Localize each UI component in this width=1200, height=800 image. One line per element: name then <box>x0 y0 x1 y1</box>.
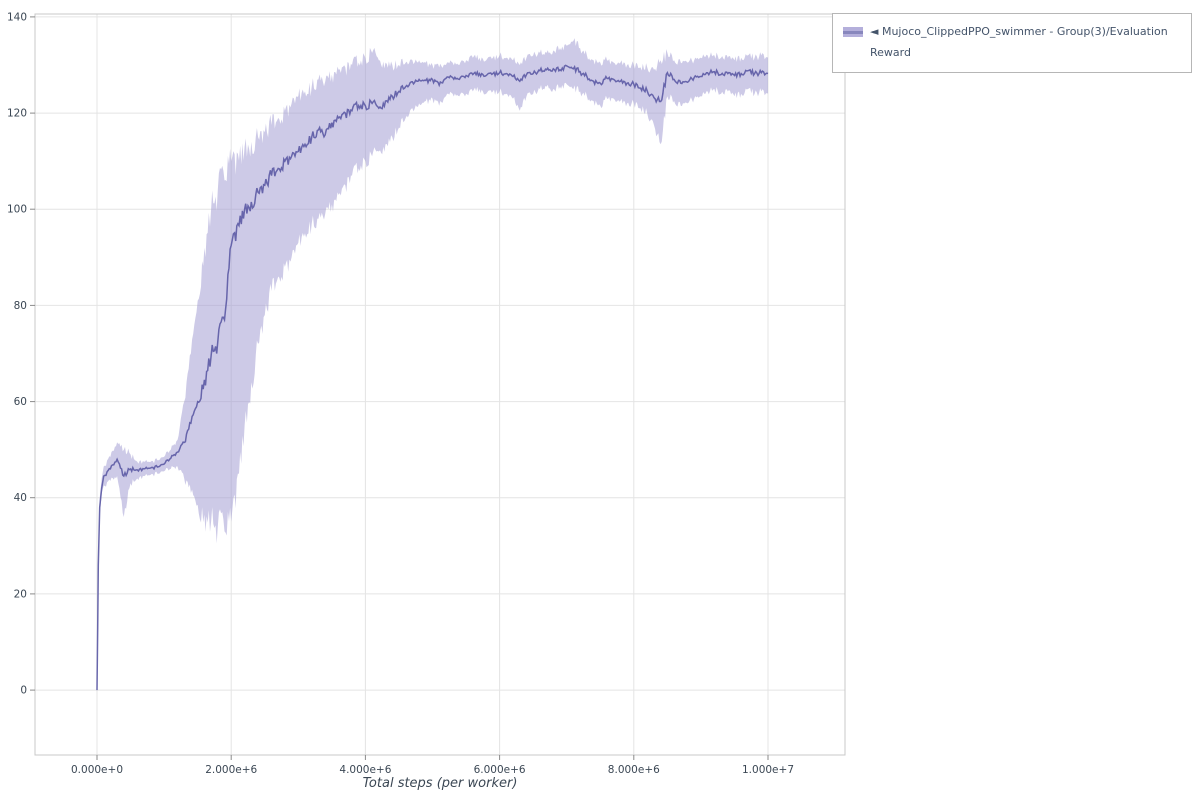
legend-band-swatch <box>843 27 863 37</box>
y-tick-label: 120 <box>7 108 27 120</box>
x-tick-label: 4.000e+6 <box>339 764 391 776</box>
y-tick-label: 80 <box>14 300 27 312</box>
y-tick-label: 40 <box>14 492 27 504</box>
x-tick-label: 8.000e+6 <box>608 764 660 776</box>
x-axis-label: Total steps (per worker) <box>362 776 518 791</box>
y-tick-label: 20 <box>14 588 27 600</box>
x-tick-label: 2.000e+6 <box>205 764 257 776</box>
legend-label: Mujoco_ClippedPPO_swimmer - Group(3)/Eva… <box>870 25 1168 59</box>
legend-entry: ◄ Mujoco_ClippedPPO_swimmer - Group(3)/E… <box>870 22 1181 64</box>
y-tick-label: 100 <box>7 204 27 216</box>
x-tick-label: 1.000e+7 <box>742 764 794 776</box>
legend-marker-icon: ◄ <box>870 25 879 38</box>
legend[interactable]: ◄ Mujoco_ClippedPPO_swimmer - Group(3)/E… <box>832 13 1192 73</box>
x-tick-label: 0.000e+0 <box>71 764 123 776</box>
y-tick-label: 60 <box>14 396 27 408</box>
x-tick-label: 6.000e+6 <box>474 764 526 776</box>
legend-line-swatch <box>843 30 863 34</box>
y-tick-label: 0 <box>20 685 27 697</box>
y-tick-label: 140 <box>7 11 27 23</box>
